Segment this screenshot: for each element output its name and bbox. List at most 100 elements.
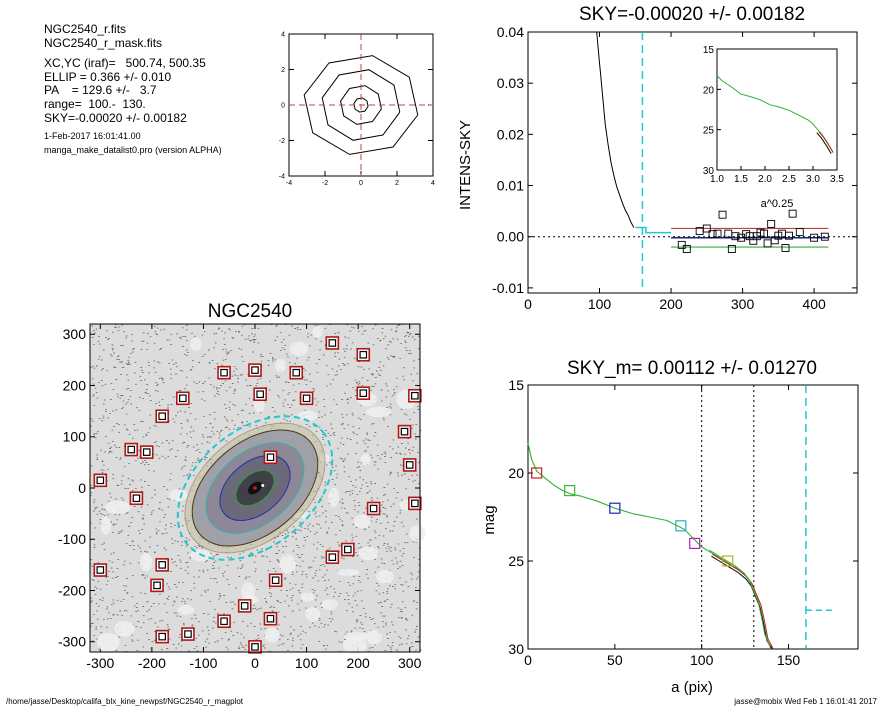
masked-star-core [153, 581, 161, 590]
info-block: NGC2540_r.fits NGC2540_r_mask.fits XC,YC… [44, 22, 222, 157]
masked-star-core [266, 614, 275, 623]
masked-star-core [271, 576, 280, 585]
sky-frame [527, 31, 858, 294]
noise-blotch [354, 514, 371, 529]
masked-star-box [248, 640, 262, 654]
sky-point [724, 229, 733, 238]
masked-star-box [129, 491, 144, 506]
sky-panel: SKY=-0.00020 +/- 0.00182 INTENS-SKY 0 100… [457, 4, 858, 312]
mag-ytick-label: 30 [508, 641, 524, 657]
masked-star-box [268, 573, 283, 588]
masked-star-box [176, 391, 190, 406]
masked-star-core [256, 390, 264, 399]
noise-blotch [376, 569, 395, 584]
contour-ytick-label: -4 [279, 173, 285, 180]
noise-blotch [114, 621, 135, 637]
galaxy-frame [89, 323, 421, 653]
masked-star-core [220, 617, 228, 626]
contour-line [321, 69, 401, 141]
mag-xtick-label: 0 [524, 652, 532, 668]
noise-blotch [190, 337, 202, 351]
outer-cyan-ellipse [176, 415, 334, 561]
sky-point [682, 245, 691, 253]
mag-profile-black [711, 555, 773, 650]
noise-blotch [264, 627, 280, 643]
inset-xlabel: a^0.25 [761, 198, 794, 210]
sky-point [810, 233, 819, 242]
galaxy-xtick-label: 0 [251, 655, 259, 671]
masked-star-box [155, 558, 169, 572]
masked-star-core [96, 566, 105, 574]
inset-profile-black [816, 132, 832, 154]
inset-xtick-label: 2.5 [782, 174, 796, 185]
contour-xtick-label: 4 [431, 180, 435, 187]
masked-star-box [155, 629, 169, 644]
masked-star-core [359, 350, 368, 359]
contour-line [340, 85, 382, 125]
galaxy-ytick-label: -100 [58, 531, 86, 547]
noise-blotch [321, 599, 339, 610]
masked-star-core [302, 394, 311, 403]
noise-blotch [409, 525, 426, 542]
masked-star-box [181, 627, 195, 641]
masked-star-core [184, 630, 192, 638]
noise-blotch [360, 453, 371, 466]
noise-blotch [366, 406, 392, 418]
masked-star-core [405, 461, 414, 469]
mag-marker [675, 520, 687, 532]
masked-star-box [124, 442, 139, 457]
inset-frame [716, 48, 838, 171]
masked-star-core [251, 643, 259, 651]
mag-profile-green [527, 442, 772, 650]
masked-star-box [253, 387, 267, 402]
masked-star-core [328, 339, 337, 347]
masked-star-core [400, 427, 409, 436]
mag-marker [689, 537, 701, 550]
inset-ytick-label: 30 [703, 166, 715, 177]
noise-blotch [241, 582, 255, 601]
inset-xtick-label: 1.5 [734, 174, 748, 185]
contour-panel: -4 -2 0 2 4 -4 -2 0 2 4 [279, 31, 435, 187]
mag-frame [527, 384, 859, 650]
masked-star-box [341, 542, 355, 557]
sky-step-line [635, 226, 671, 234]
sky-xtick-label: 200 [659, 296, 683, 312]
galaxy-xtick-label: 300 [398, 655, 422, 671]
noise-blotch [342, 636, 368, 654]
sky-point [760, 229, 768, 238]
inset-xtick-label: 1.0 [710, 174, 724, 185]
masked-star-box [263, 450, 278, 465]
galaxy-xtick-label: 200 [346, 655, 370, 671]
mag-ytick-label: 15 [508, 377, 524, 393]
sky-point [727, 245, 736, 253]
inset-ytick-label: 15 [703, 45, 715, 56]
masked-star-core [359, 389, 368, 397]
mag-xtick-label: 100 [690, 652, 714, 668]
masked-star-core [411, 499, 419, 508]
galaxy-ytick-label: 0 [78, 480, 86, 496]
inset-layer: 1.0 1.5 2.0 2.5 3.0 3.5 15 20 25 30 [703, 45, 845, 185]
contour-ytick-label: 0 [281, 102, 285, 109]
noise-blotch [178, 604, 194, 615]
inset-xtick-label: 2.0 [758, 174, 772, 185]
sky-ytick-label: 0.04 [497, 24, 524, 40]
galaxy-ytick-label: -300 [58, 634, 86, 650]
inset-xtick-label: 3.5 [830, 174, 844, 185]
sky-point [788, 209, 797, 218]
contour-ytick-label: 4 [281, 31, 285, 38]
sky-point [731, 232, 740, 241]
mag-ytick-label: 20 [508, 465, 524, 481]
mag-xtick-label: 150 [777, 652, 801, 668]
sky-value: SKY=-0.00020 +/- 0.00182 [44, 110, 187, 125]
galaxy-ytick-label: 100 [63, 429, 87, 445]
mag-profile-green-upper [709, 549, 771, 648]
mag-plot-ylabel: mag [481, 505, 498, 534]
inset-xtick-label: 3.0 [806, 174, 820, 185]
sky-plot-title: SKY=-0.00020 +/- 0.00182 [579, 4, 805, 25]
sky-point [702, 224, 711, 233]
mag-marker [609, 502, 621, 514]
masked-star-core [220, 368, 228, 377]
galaxy-ytick-label: 200 [63, 377, 87, 393]
contour-layer: -4 -2 0 2 4 -4 -2 0 2 4 [279, 31, 435, 187]
mag-plot-title: SKY_m= 0.00112 +/- 0.01270 [567, 358, 817, 379]
